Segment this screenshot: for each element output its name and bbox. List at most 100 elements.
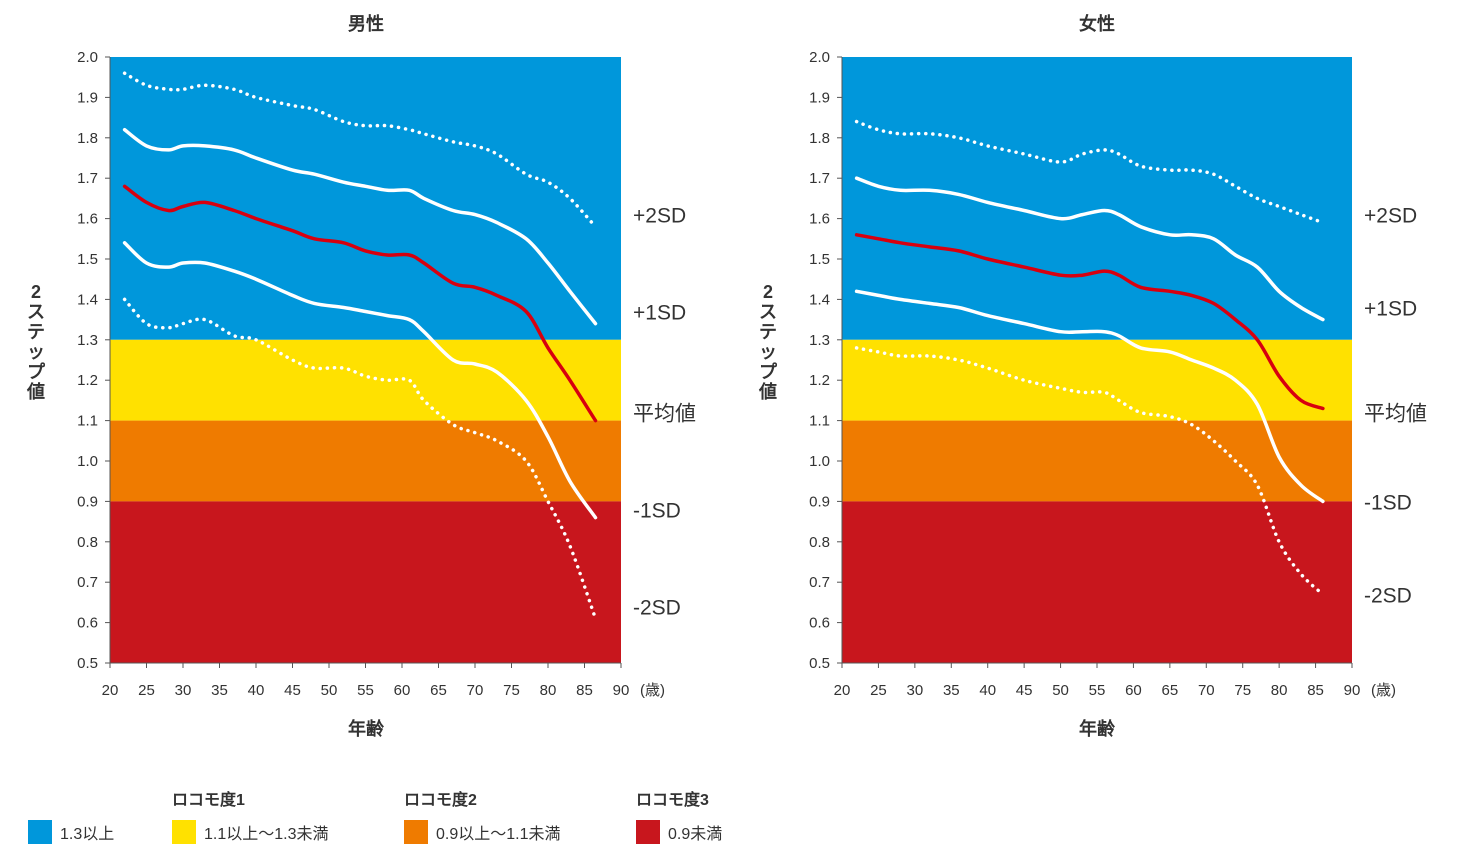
y-tick-label: 1.2 xyxy=(77,372,98,389)
x-tick-label: 65 xyxy=(430,682,447,699)
legend-item-red: 0.9未満 xyxy=(636,820,722,844)
y-tick-label: 1.1 xyxy=(809,413,830,430)
y-tick-label: 0.8 xyxy=(77,534,98,551)
sd-label: +1SD xyxy=(1364,297,1417,320)
sd-label: -1SD xyxy=(1364,491,1412,514)
x-tick-label: 30 xyxy=(175,682,192,699)
x-tick-label: 60 xyxy=(394,682,411,699)
legend-label: 1.1以上～1.3未満 xyxy=(204,820,329,844)
x-tick-label: 40 xyxy=(979,682,996,699)
zone-band xyxy=(842,340,1352,421)
x-tick-label: 25 xyxy=(870,682,887,699)
sd-label: +2SD xyxy=(633,205,686,228)
sd-label: 平均値 xyxy=(633,403,696,426)
y-tick-label: 1.4 xyxy=(809,291,830,308)
y-tick-label: 1.2 xyxy=(809,372,830,389)
y-tick-label: 0.8 xyxy=(809,534,830,551)
legend-swatch xyxy=(636,820,660,844)
x-tick-label: 30 xyxy=(907,682,924,699)
zone-band xyxy=(110,340,621,421)
sd-label: +2SD xyxy=(1364,205,1417,228)
sd-label: +1SD xyxy=(633,302,686,325)
y-tick-label: 0.5 xyxy=(77,655,98,672)
x-tick-label: 80 xyxy=(540,682,557,699)
x-tick-label: 70 xyxy=(1198,682,1215,699)
x-tick-label: 80 xyxy=(1271,682,1288,699)
x-tick-label: 85 xyxy=(576,682,593,699)
x-tick-label: 45 xyxy=(1016,682,1033,699)
legend-header-locomo1: ロコモ度1 xyxy=(172,786,245,810)
legend-item-yellow: 1.1以上～1.3未満 xyxy=(172,820,329,844)
y-tick-label: 1.5 xyxy=(77,251,98,268)
x-axis-label: 年齢 xyxy=(1079,718,1116,739)
sd-label: 平均値 xyxy=(1364,403,1427,426)
x-tick-label: 35 xyxy=(943,682,960,699)
x-tick-label: 60 xyxy=(1125,682,1142,699)
legend-item-orange: 0.9以上～1.1未満 xyxy=(404,820,561,844)
x-tick-label: 85 xyxy=(1307,682,1324,699)
y-tick-label: 1.4 xyxy=(77,291,98,308)
x-tick-label: 75 xyxy=(503,682,520,699)
legend-swatch xyxy=(28,820,52,844)
x-tick-label: 40 xyxy=(248,682,265,699)
sd-label: -1SD xyxy=(633,499,681,522)
zone-band xyxy=(842,421,1352,502)
zone-band xyxy=(842,501,1352,663)
x-tick-label: 50 xyxy=(321,682,338,699)
y-tick-label: 0.6 xyxy=(77,615,98,632)
chart-title: 男性 xyxy=(348,13,384,34)
x-tick-label: 90 xyxy=(1344,682,1361,699)
y-tick-label: 1.9 xyxy=(77,89,98,106)
legend-header-locomo3: ロコモ度3 xyxy=(636,786,709,810)
legend-header-locomo2: ロコモ度2 xyxy=(404,786,477,810)
x-tick-label: 20 xyxy=(102,682,119,699)
y-tick-label: 1.7 xyxy=(809,170,830,187)
x-tick-label: 25 xyxy=(138,682,155,699)
legend-swatch xyxy=(404,820,428,844)
x-tick-label: 75 xyxy=(1234,682,1251,699)
x-tick-label: 35 xyxy=(211,682,228,699)
y-tick-label: 1.7 xyxy=(77,170,98,187)
chart-panel-0: 0.5 0.6 0.7 0.8 0.9 1.0 1.1 1.2 1.3 1.4 1.5 1.6 1.7 1… xyxy=(26,13,696,739)
y-tick-label: 0.7 xyxy=(77,574,98,591)
legend-label: 0.9未満 xyxy=(668,820,722,844)
y-tick-label: 1.0 xyxy=(77,453,98,470)
x-tick-label: 55 xyxy=(357,682,374,699)
legend-item-blue: 1.3以上 xyxy=(28,820,114,844)
legend-swatch xyxy=(172,820,196,844)
y-tick-label: 1.6 xyxy=(809,211,830,228)
y-tick-label: 0.5 xyxy=(809,655,830,672)
y-axis-label: 2 ステップ値 xyxy=(26,282,46,402)
x-axis-label: 年齢 xyxy=(348,718,385,739)
x-tick-label: 55 xyxy=(1089,682,1106,699)
y-tick-label: 0.9 xyxy=(809,493,830,510)
zone-band xyxy=(110,57,621,340)
x-tick-label: 50 xyxy=(1052,682,1069,699)
y-tick-label: 0.7 xyxy=(809,574,830,591)
y-tick-label: 1.3 xyxy=(809,332,830,349)
legend-label: 0.9以上～1.1未満 xyxy=(436,820,561,844)
sd-label: -2SD xyxy=(633,596,681,619)
x-unit-label: (歳) xyxy=(1371,682,1396,699)
y-tick-label: 2.0 xyxy=(77,49,98,66)
x-tick-label: 65 xyxy=(1162,682,1179,699)
x-tick-label: 90 xyxy=(613,682,630,699)
chart-canvas: 0.5 0.6 0.7 0.8 0.9 1.0 1.1 1.2 1.3 1.4 1.5 1.6 1.7 1… xyxy=(0,0,1465,770)
x-tick-label: 20 xyxy=(834,682,851,699)
x-tick-label: 70 xyxy=(467,682,484,699)
y-tick-label: 1.5 xyxy=(809,251,830,268)
legend: ロコモ度1 ロコモ度2 ロコモ度3 1.3以上 1.1以上～1.3未満 0.9以… xyxy=(0,770,1465,844)
y-tick-label: 0.6 xyxy=(809,615,830,632)
chart-panel-1: 0.5 0.6 0.7 0.8 0.9 1.0 1.1 1.2 1.3 1.4 1.5 1.6 1.7 1… xyxy=(758,13,1427,739)
y-tick-label: 1.8 xyxy=(809,130,830,147)
y-tick-label: 1.6 xyxy=(77,211,98,228)
y-tick-label: 0.9 xyxy=(77,493,98,510)
chart-title: 女性 xyxy=(1079,13,1115,34)
zone-band xyxy=(110,501,621,663)
sd-label: -2SD xyxy=(1364,584,1412,607)
y-tick-label: 1.8 xyxy=(77,130,98,147)
y-tick-label: 1.0 xyxy=(809,453,830,470)
y-tick-label: 1.1 xyxy=(77,413,98,430)
legend-label: 1.3以上 xyxy=(60,820,114,844)
y-tick-label: 1.3 xyxy=(77,332,98,349)
